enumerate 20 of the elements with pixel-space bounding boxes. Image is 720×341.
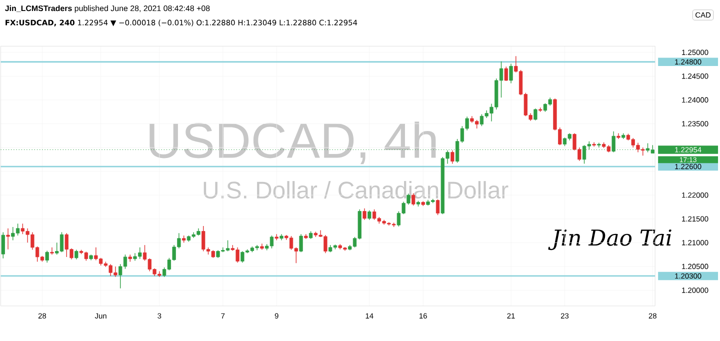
candlestick bbox=[504, 66, 508, 82]
candlestick bbox=[612, 131, 616, 153]
annotation: USDCAD, 4h bbox=[150, 122, 436, 164]
annotation: Jin Dao Tai bbox=[548, 230, 672, 250]
candlestick bbox=[597, 142, 601, 148]
candlestick bbox=[436, 199, 440, 216]
candlestick bbox=[509, 64, 513, 84]
candlestick bbox=[362, 208, 366, 220]
candlestick bbox=[450, 150, 454, 164]
candlestick bbox=[616, 133, 620, 140]
candlestick bbox=[74, 250, 78, 260]
candlestick bbox=[368, 210, 372, 220]
candlestick bbox=[299, 234, 303, 253]
candlestick bbox=[1, 232, 5, 259]
candlestick bbox=[6, 228, 10, 250]
candlestick bbox=[260, 243, 264, 250]
candlestick bbox=[45, 250, 49, 264]
candlestick bbox=[50, 247, 54, 256]
candlestick bbox=[534, 108, 538, 121]
annotation: U.S. Dollar / Canadian Dollar bbox=[204, 181, 508, 199]
